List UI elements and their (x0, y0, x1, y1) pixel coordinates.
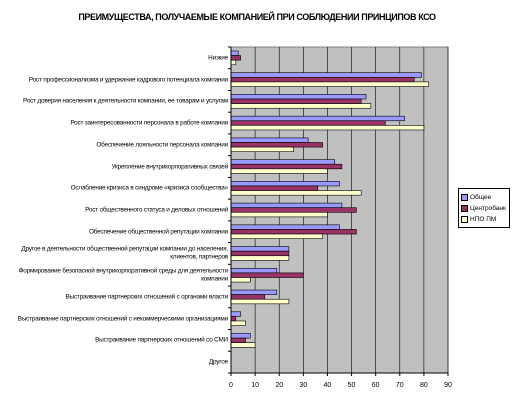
bar (230, 202, 343, 209)
legend-swatch (461, 216, 468, 223)
category-label: Рост заинтересованности персонала в рабо… (70, 119, 228, 127)
bar (230, 212, 328, 218)
bar (230, 185, 319, 191)
x-tick-label: 20 (275, 382, 283, 389)
bar (230, 333, 251, 339)
x-tick-label: 30 (299, 382, 307, 389)
x-tick-label: 70 (396, 382, 404, 389)
chart-title: ПРЕИМУЩЕСТВА, ПОЛУЧАЕМЫЕ КОМПАНИЕЙ ПРИ С… (78, 12, 436, 22)
x-tick-label: 0 (229, 382, 233, 389)
bar (230, 272, 304, 278)
bar (230, 294, 266, 300)
category-label: Низкие (208, 54, 228, 62)
x-tick-label: 60 (372, 382, 380, 389)
category-label: Ослабление кризиса в синдроме «кризиса с… (70, 184, 229, 192)
legend-label: Центробанк (470, 205, 506, 212)
bar (230, 77, 415, 83)
bar (230, 190, 362, 196)
legend-item: Центробанк (461, 203, 507, 214)
x-tick-label: 40 (324, 382, 332, 389)
bar (230, 142, 323, 148)
category-label: Выстраивание партнерских отношений с орг… (65, 293, 228, 301)
bar (230, 59, 237, 66)
bar (230, 81, 430, 87)
bar (230, 224, 340, 230)
bar (230, 55, 241, 61)
legend-swatch (461, 194, 468, 201)
bar (230, 255, 290, 261)
bar (230, 120, 386, 126)
bar (230, 103, 372, 109)
category-label: Рост доверия населения к деятельности ко… (23, 97, 228, 105)
bar (230, 250, 290, 257)
bar (230, 320, 246, 326)
bar (230, 98, 362, 104)
bar (230, 125, 425, 131)
x-tick-label: 90 (444, 382, 452, 389)
bar (230, 267, 278, 274)
category-label: Обеспечение общественной репутации компа… (89, 227, 228, 235)
bar (230, 146, 294, 153)
legend-label: НПО ПМ (470, 216, 497, 223)
legend-item: Общее (461, 192, 507, 203)
bar (230, 72, 422, 78)
bar (230, 207, 357, 213)
legend: Общее Центробанк НПО ПМ (458, 188, 510, 228)
legend-swatch (461, 205, 468, 212)
category-label: Выстраивание партнерских отношений со СМ… (95, 336, 228, 344)
x-tick-label: 10 (251, 382, 259, 389)
bar (230, 316, 237, 322)
category-label: Обеспечение лояльности персонала компани… (96, 141, 228, 149)
bar (230, 233, 323, 239)
x-tick-label: 80 (420, 382, 428, 389)
category-label: Выстраивание партнерских отношений с нек… (17, 314, 229, 322)
category-label: Рост профессионализма и удержание кадров… (28, 75, 228, 83)
bar (230, 337, 246, 344)
legend-label: Общее (470, 194, 492, 201)
category-label: Укрепление внутрикорпоративных связей (111, 162, 228, 170)
bar (230, 289, 278, 295)
category-label: Другое в деятельности общественной репут… (21, 245, 228, 261)
bar (230, 229, 357, 235)
bar (230, 342, 256, 348)
bar (230, 168, 328, 174)
x-tick-label: 50 (348, 382, 356, 389)
category-label: Формирование безопасной внутрикорпоратив… (18, 267, 229, 283)
category-label: Другое (208, 358, 228, 366)
bar (230, 115, 405, 122)
bar (230, 246, 290, 252)
bar (230, 159, 335, 165)
bar (230, 163, 343, 170)
bar (230, 277, 251, 283)
bar (230, 137, 309, 143)
legend-item: НПО ПМ (461, 214, 507, 225)
category-label: Рост общественного статуса и деловых отн… (85, 206, 228, 214)
bar (230, 181, 340, 187)
bar (230, 94, 367, 100)
bar (230, 298, 290, 305)
bar (230, 311, 241, 317)
bar (230, 50, 239, 56)
